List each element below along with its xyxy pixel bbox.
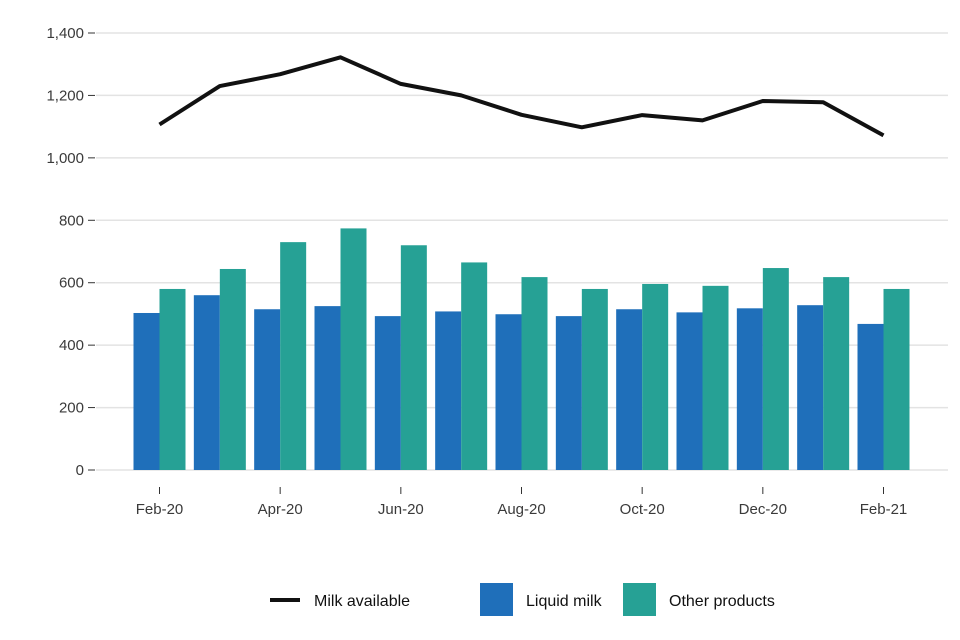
- bar-liquid-milk: [133, 312, 160, 470]
- bar-other-products: [521, 277, 548, 470]
- legend-swatch-other-products: [623, 583, 656, 616]
- y-tick-label: 400: [59, 337, 84, 354]
- bar-liquid-milk: [314, 306, 341, 470]
- y-tick-label: 1,400: [46, 25, 84, 42]
- bar-other-products: [461, 262, 488, 470]
- bar-liquid-milk: [555, 316, 582, 470]
- bars: [133, 228, 910, 470]
- y-tick-label: 0: [76, 462, 84, 479]
- legend-label-milk-available: Milk available: [314, 593, 410, 610]
- y-tick-label: 1,000: [46, 150, 84, 167]
- bar-liquid-milk: [797, 305, 824, 470]
- x-tick-label: Aug-20: [497, 501, 545, 518]
- bar-other-products: [762, 268, 789, 470]
- x-tick-label: Feb-21: [860, 501, 908, 518]
- bar-other-products: [883, 288, 910, 470]
- bar-liquid-milk: [676, 312, 703, 470]
- y-tick-label: 600: [59, 275, 84, 292]
- bar-other-products: [823, 277, 850, 470]
- bar-other-products: [581, 288, 608, 470]
- legend-label-other-products: Other products: [669, 593, 775, 610]
- x-axis: Feb-20 Apr-20 Jun-20 Aug-20 Oct-20 Dec-20 Feb-…: [136, 487, 908, 518]
- legend-label-liquid-milk: Liquid milk: [526, 593, 603, 610]
- bar-liquid-milk: [736, 308, 763, 470]
- x-tick-label: Dec-20: [739, 501, 787, 518]
- milk-available-line: [158, 55, 885, 138]
- x-tick-label: Apr-20: [258, 501, 303, 518]
- y-axis: 0 200 400 600 800 1,000 1,200 1,400: [46, 25, 95, 479]
- y-tick-label: 1,200: [46, 87, 84, 104]
- y-tick-label: 200: [59, 400, 84, 417]
- bar-other-products: [340, 228, 367, 470]
- y-tick-label: 800: [59, 212, 84, 229]
- bar-liquid-milk: [857, 323, 884, 470]
- bar-other-products: [400, 245, 427, 470]
- bar-other-products: [702, 285, 729, 470]
- legend-swatch-liquid-milk: [480, 583, 513, 616]
- bar-liquid-milk: [616, 309, 643, 470]
- bar-liquid-milk: [495, 314, 522, 470]
- bar-other-products: [280, 242, 307, 470]
- bar-liquid-milk: [193, 295, 220, 470]
- x-tick-label: Feb-20: [136, 501, 184, 518]
- bar-liquid-milk: [254, 309, 281, 470]
- legend: Milk available Liquid milk Other products: [270, 583, 775, 616]
- bar-other-products: [159, 288, 186, 470]
- bar-other-products: [219, 268, 246, 470]
- x-tick-label: Oct-20: [620, 501, 665, 518]
- x-tick-label: Jun-20: [378, 501, 424, 518]
- line-series: [158, 55, 885, 138]
- bar-liquid-milk: [374, 316, 401, 470]
- bar-other-products: [642, 283, 669, 470]
- bar-liquid-milk: [435, 311, 462, 470]
